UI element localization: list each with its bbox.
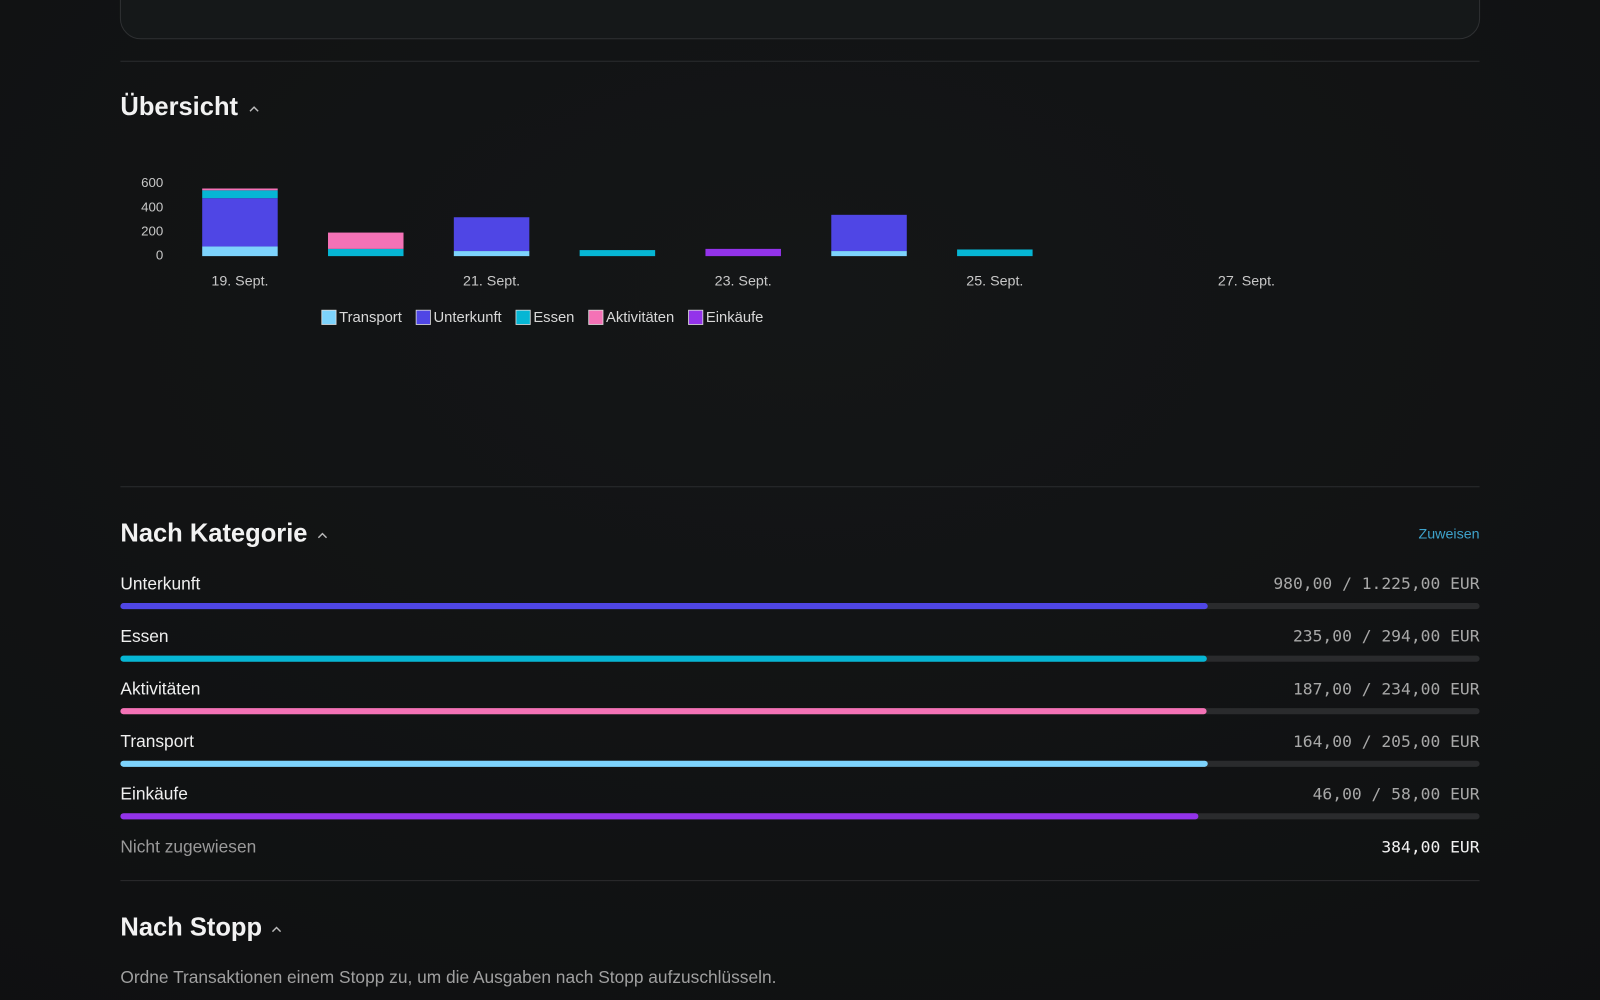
category-name: Transport [120,731,194,751]
collapse-icon[interactable] [271,926,282,933]
category-name: Essen [120,626,168,646]
legend: Transport Unterkunft Essen Aktivitäten Einkä… [321,309,764,326]
category-name: Unterkunft [120,573,200,593]
x-tick-label: 19. Sept. [211,273,268,289]
bar-segment [831,251,907,257]
x-tick-label: 21. Sept. [463,273,520,289]
bar-segment [202,246,278,257]
bar-segment [957,249,1033,257]
x-tick-label: 23. Sept. [715,273,772,289]
bar-segment [453,217,530,252]
category-amount: 164,00 / 205,00 EUR [1293,732,1480,751]
legend-swatch [588,309,604,325]
legend-swatch [415,309,431,325]
section-title[interactable]: Übersicht [120,92,238,121]
progress-bar [120,760,1208,767]
category-amount: 235,00 / 294,00 EUR [1293,627,1480,646]
bar-segment [202,188,278,191]
assign-link[interactable]: Zuweisen [1419,526,1480,542]
progress-bar [120,813,1199,820]
section-description: Ordne Transaktionen einem Stopp zu, um d… [120,967,776,987]
legend-label: Essen [533,310,574,326]
unassigned-label: Nicht zugewiesen [120,837,256,857]
y-tick-label: 200 [141,223,163,238]
bar-segment [328,232,404,249]
top-card [119,0,1481,40]
legend-label: Einkäufe [706,310,764,326]
category-list: Unterkunft 980,00 / 1.225,00 EUR Essen 235,… [120,573,1480,820]
legend-label: Aktivitäten [606,310,674,326]
legend-swatch [321,309,337,325]
category-name: Aktivitäten [120,678,200,698]
category-amount: 980,00 / 1.225,00 EUR [1273,574,1479,593]
section-title[interactable]: Nach Kategorie [120,519,307,547]
y-tick-label: 0 [156,248,163,263]
legend-label: Transport [339,310,402,326]
chart: 0 200 400 600 19. Sept. 21. Sept. 23. Sept. 25.… [141,175,1275,326]
progress-bar [120,655,1207,662]
collapse-icon[interactable] [249,106,259,112]
y-tick-label: 400 [141,199,163,214]
legend-swatch [515,309,531,325]
legend-label: Unterkunft [433,310,501,326]
x-tick-label: 27. Sept. [1218,273,1275,289]
bar-segment [202,198,278,247]
bar-segment [831,214,907,252]
legend-swatch [688,309,704,325]
bar-segment [453,251,530,257]
progress-bar [120,708,1207,715]
category-amount: 187,00 / 234,00 EUR [1293,679,1480,698]
bar-segment [328,248,404,257]
collapse-icon[interactable] [317,532,328,539]
category-name: Einkäufe [120,783,187,803]
x-tick-label: 25. Sept. [966,273,1023,289]
category-amount: 46,00 / 58,00 EUR [1313,784,1480,803]
bar-segment [705,248,781,257]
bar-segment [579,250,656,257]
bar-segment [202,190,278,199]
progress-bar [120,603,1208,610]
y-tick-label: 600 [141,175,163,190]
unassigned-amount: 384,00 EUR [1381,837,1479,856]
section-title[interactable]: Nach Stopp [120,913,262,941]
